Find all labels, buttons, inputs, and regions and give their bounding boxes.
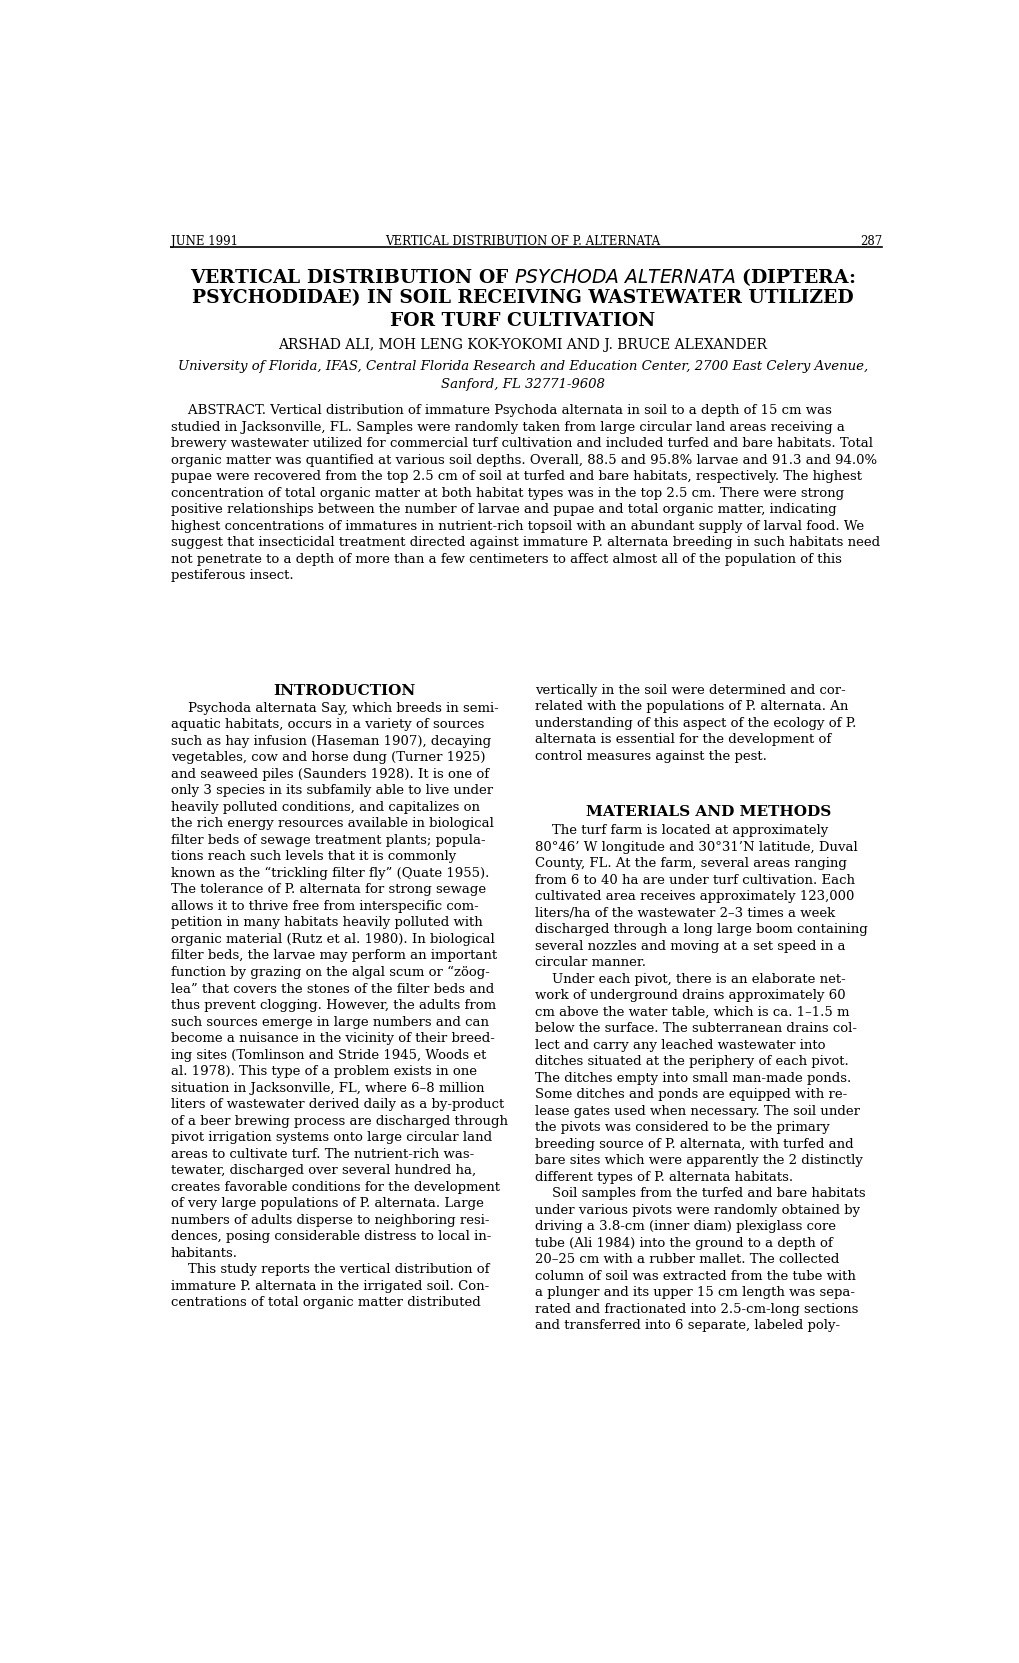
Text: JUNE 1991: JUNE 1991: [171, 236, 237, 248]
Text: ABSTRACT. Vertical distribution of immature Psychoda alternata in soil to a dept: ABSTRACT. Vertical distribution of immat…: [171, 404, 879, 582]
Text: INTRODUCTION: INTRODUCTION: [273, 683, 416, 697]
Text: The turf farm is located at approximately
80°46’ W longitude and 30°31’N latitud: The turf farm is located at approximatel…: [534, 825, 866, 1332]
Text: FOR TURF CULTIVATION: FOR TURF CULTIVATION: [389, 313, 655, 331]
Text: Sanford, FL 32771-9608: Sanford, FL 32771-9608: [440, 378, 604, 391]
Text: ARSHAD ALI, MOH LENG KOK-YOKOMI AND J. BRUCE ALEXANDER: ARSHAD ALI, MOH LENG KOK-YOKOMI AND J. B…: [278, 338, 766, 353]
Text: vertically in the soil were determined and cor-
related with the populations of : vertically in the soil were determined a…: [534, 683, 855, 763]
Text: Psychoda alternata Say, which breeds in semi-
aquatic habitats, occurs in a vari: Psychoda alternata Say, which breeds in …: [171, 702, 507, 1309]
Text: 287: 287: [859, 236, 881, 248]
Text: University of Florida, IFAS, Central Florida Research and Education Center, 2700: University of Florida, IFAS, Central Flo…: [177, 359, 867, 373]
Text: MATERIALS AND METHODS: MATERIALS AND METHODS: [585, 805, 830, 820]
Text: VERTICAL DISTRIBUTION OF P. ALTERNATA: VERTICAL DISTRIBUTION OF P. ALTERNATA: [385, 236, 659, 248]
Text: PSYCHODIDAE) IN SOIL RECEIVING WASTEWATER UTILIZED: PSYCHODIDAE) IN SOIL RECEIVING WASTEWATE…: [192, 289, 853, 308]
Text: VERTICAL DISTRIBUTION OF $\it{PSYCHODA\ ALTERNATA}$ (DIPTERA:: VERTICAL DISTRIBUTION OF $\it{PSYCHODA\ …: [190, 266, 855, 288]
